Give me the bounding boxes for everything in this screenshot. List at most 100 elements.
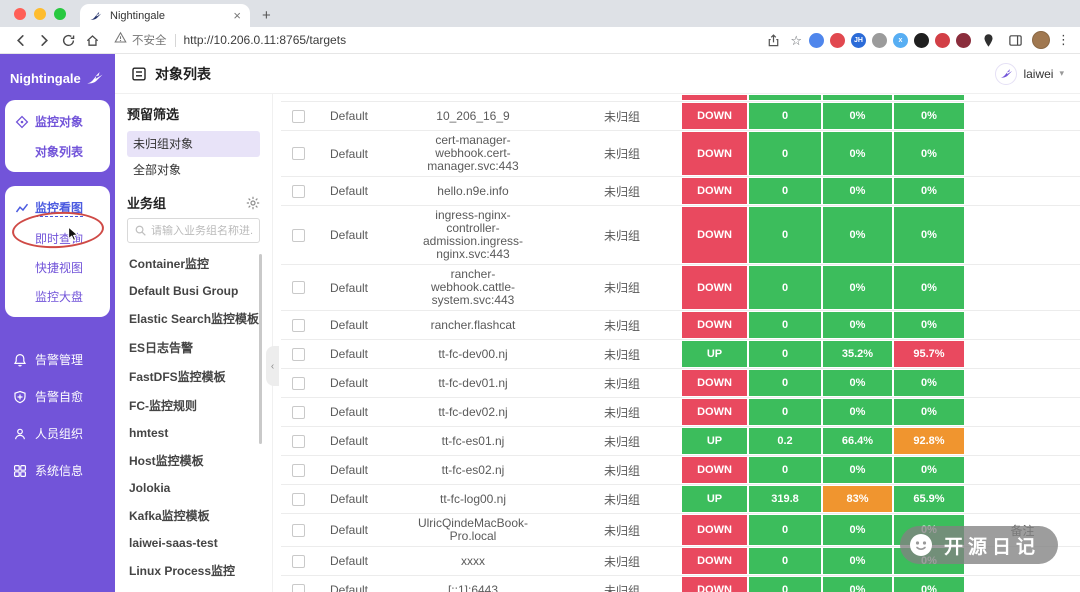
filter-scrollbar[interactable] <box>259 254 262 444</box>
bookmark-star-icon[interactable]: ☆ <box>790 32 802 48</box>
row-checkbox[interactable] <box>291 405 305 419</box>
jh-extension-icon[interactable]: JH <box>851 32 866 48</box>
cell-ident[interactable]: rancher.flashcat <box>430 317 516 332</box>
zoom-window-button[interactable] <box>54 7 66 20</box>
cell-ident[interactable]: hello.n9e.info <box>437 183 509 198</box>
cell-ident[interactable]: rancher- webhook.cattle- system.svc:443 <box>430 267 516 307</box>
row-checkbox[interactable] <box>291 376 305 390</box>
cell-note <box>965 94 1080 101</box>
cell-metric: 0 <box>748 102 822 130</box>
tab-close-icon[interactable]: × <box>233 8 241 23</box>
sidebar-item-快捷视图[interactable]: 快捷视图 <box>35 261 84 275</box>
cell-busi-group: Default <box>329 347 369 361</box>
cell-status: UP <box>681 340 748 368</box>
cell-metric: 0% <box>822 265 893 310</box>
cell-ident[interactable] <box>383 94 563 101</box>
red-shield-extension-icon[interactable] <box>830 32 845 48</box>
business-group-item[interactable]: Kafka监控模板 <box>129 509 210 523</box>
cell-ident[interactable]: [::1]:6443 <box>447 582 499 592</box>
row-checkbox[interactable] <box>291 347 305 361</box>
row-checkbox[interactable] <box>291 554 305 568</box>
sidebar-item-人员组织[interactable]: 人员组织 <box>0 415 115 452</box>
row-checkbox[interactable] <box>291 318 305 332</box>
collapse-panel-button[interactable]: ‹ <box>266 346 279 386</box>
business-group-item[interactable]: FC-监控规则 <box>129 399 197 413</box>
red-dot-extension-icon[interactable] <box>935 32 950 48</box>
gear-icon[interactable] <box>246 196 260 210</box>
browser-tab[interactable]: Nightingale × <box>80 4 250 27</box>
sidebar-item-告警管理[interactable]: 告警管理 <box>0 341 115 378</box>
preset-未归组对象[interactable]: 未归组对象 <box>127 131 260 157</box>
cell-metric: 0% <box>822 102 893 130</box>
cell-ident[interactable]: tt-fc-dev01.nj <box>438 375 508 390</box>
blue-extension-icon[interactable] <box>809 32 824 48</box>
maroon-extension-icon[interactable] <box>956 32 971 48</box>
url-text[interactable]: http://10.206.0.11:8765/targets <box>183 33 347 47</box>
row-checkbox[interactable] <box>291 583 305 592</box>
cell-tag: 未归组 <box>603 228 640 243</box>
business-group-item[interactable]: Linux Process监控 <box>129 564 236 578</box>
cell-ident[interactable]: tt-fc-es01.nj <box>441 433 505 448</box>
forward-icon[interactable] <box>34 30 54 50</box>
group-search-input[interactable] <box>151 224 253 237</box>
browser-profile-avatar[interactable] <box>1032 31 1050 49</box>
cell-ident[interactable]: ingress-nginx- controller- admission.ing… <box>422 208 524 261</box>
cell-ident[interactable]: tt-fc-dev02.nj <box>438 404 508 419</box>
row-checkbox[interactable] <box>291 523 305 537</box>
back-icon[interactable] <box>10 30 30 50</box>
sidebar-item-告警自愈[interactable]: 告警自愈 <box>0 378 115 415</box>
sidebar-item-对象列表[interactable]: 对象列表 <box>35 145 84 159</box>
group-search[interactable] <box>127 218 260 243</box>
new-tab-button[interactable]: + <box>262 7 271 24</box>
cell-metric <box>748 94 822 101</box>
cell-tag: 未归组 <box>603 583 640 592</box>
preset-全部对象[interactable]: 全部对象 <box>133 163 182 177</box>
row-checkbox[interactable] <box>291 492 305 506</box>
business-group-item[interactable]: Default Busi Group <box>129 284 239 298</box>
sidebar-section-监控对象[interactable]: 监控对象 <box>5 106 110 137</box>
row-checkbox[interactable] <box>291 184 305 198</box>
sidebar-section-监控看图[interactable]: 监控看图 <box>5 192 110 224</box>
sidebar-item-系统信息[interactable]: 系统信息 <box>0 452 115 489</box>
business-group-item[interactable]: Container监控 <box>129 257 210 271</box>
business-group-item[interactable]: hmtest <box>129 426 169 440</box>
row-checkbox[interactable] <box>291 109 305 123</box>
address-bar[interactable]: 不安全 http://10.206.0.11:8765/targets <box>114 31 346 49</box>
business-group-item[interactable]: Elastic Search监控模板 <box>129 312 260 326</box>
sidebar-item-监控大盘[interactable]: 监控大盘 <box>35 290 84 304</box>
close-window-button[interactable] <box>14 7 26 20</box>
x-extension-icon[interactable]: x <box>893 32 908 48</box>
table-row: Default rancher.flashcat 未归组 DOWN 0 0% 0% <box>281 311 1080 340</box>
business-group-item[interactable]: MongoDB监控模板 <box>127 585 260 592</box>
cell-ident[interactable]: 10_206_16_9 <box>436 108 510 123</box>
business-group-item[interactable]: ES日志告警 <box>129 341 194 355</box>
minimize-window-button[interactable] <box>34 7 46 20</box>
business-group-item[interactable]: FastDFS监控模板 <box>129 370 226 384</box>
pin-icon[interactable] <box>978 30 998 50</box>
business-group-item[interactable]: laiwei-saas-test <box>129 536 218 550</box>
row-checkbox[interactable] <box>291 281 305 294</box>
browser-menu-icon[interactable]: ⋮ <box>1057 32 1070 47</box>
cell-ident[interactable]: tt-fc-dev00.nj <box>438 346 508 361</box>
cell-ident[interactable]: tt-fc-es02.nj <box>441 462 505 477</box>
user-menu[interactable]: laiwei ▾ <box>995 62 1064 85</box>
row-checkbox[interactable] <box>291 147 305 160</box>
cell-ident[interactable]: xxxx <box>461 553 485 568</box>
share-icon[interactable] <box>763 30 783 50</box>
row-checkbox[interactable] <box>291 463 305 477</box>
reload-icon[interactable] <box>58 30 78 50</box>
business-group-item[interactable]: Jolokia <box>129 481 171 495</box>
cell-ident[interactable]: cert-manager- webhook.cert- manager.svc:… <box>427 133 519 173</box>
cell-ident[interactable]: tt-fc-log00.nj <box>439 491 507 506</box>
row-checkbox[interactable] <box>291 434 305 448</box>
home-icon[interactable] <box>82 30 102 50</box>
business-group-item[interactable]: Host监控模板 <box>129 454 204 468</box>
row-checkbox[interactable] <box>291 228 305 242</box>
camera-extension-icon[interactable] <box>872 32 887 48</box>
not-secure-warning-icon[interactable] <box>114 31 127 49</box>
side-panel-icon[interactable] <box>1005 30 1025 50</box>
sidebar-item-即时查询[interactable]: 即时查询 <box>35 232 84 246</box>
cell-ident[interactable]: UlricQindeMacBook- Pro.local <box>417 516 529 543</box>
black-extension-icon[interactable] <box>914 32 929 48</box>
cell-metric <box>893 94 965 101</box>
